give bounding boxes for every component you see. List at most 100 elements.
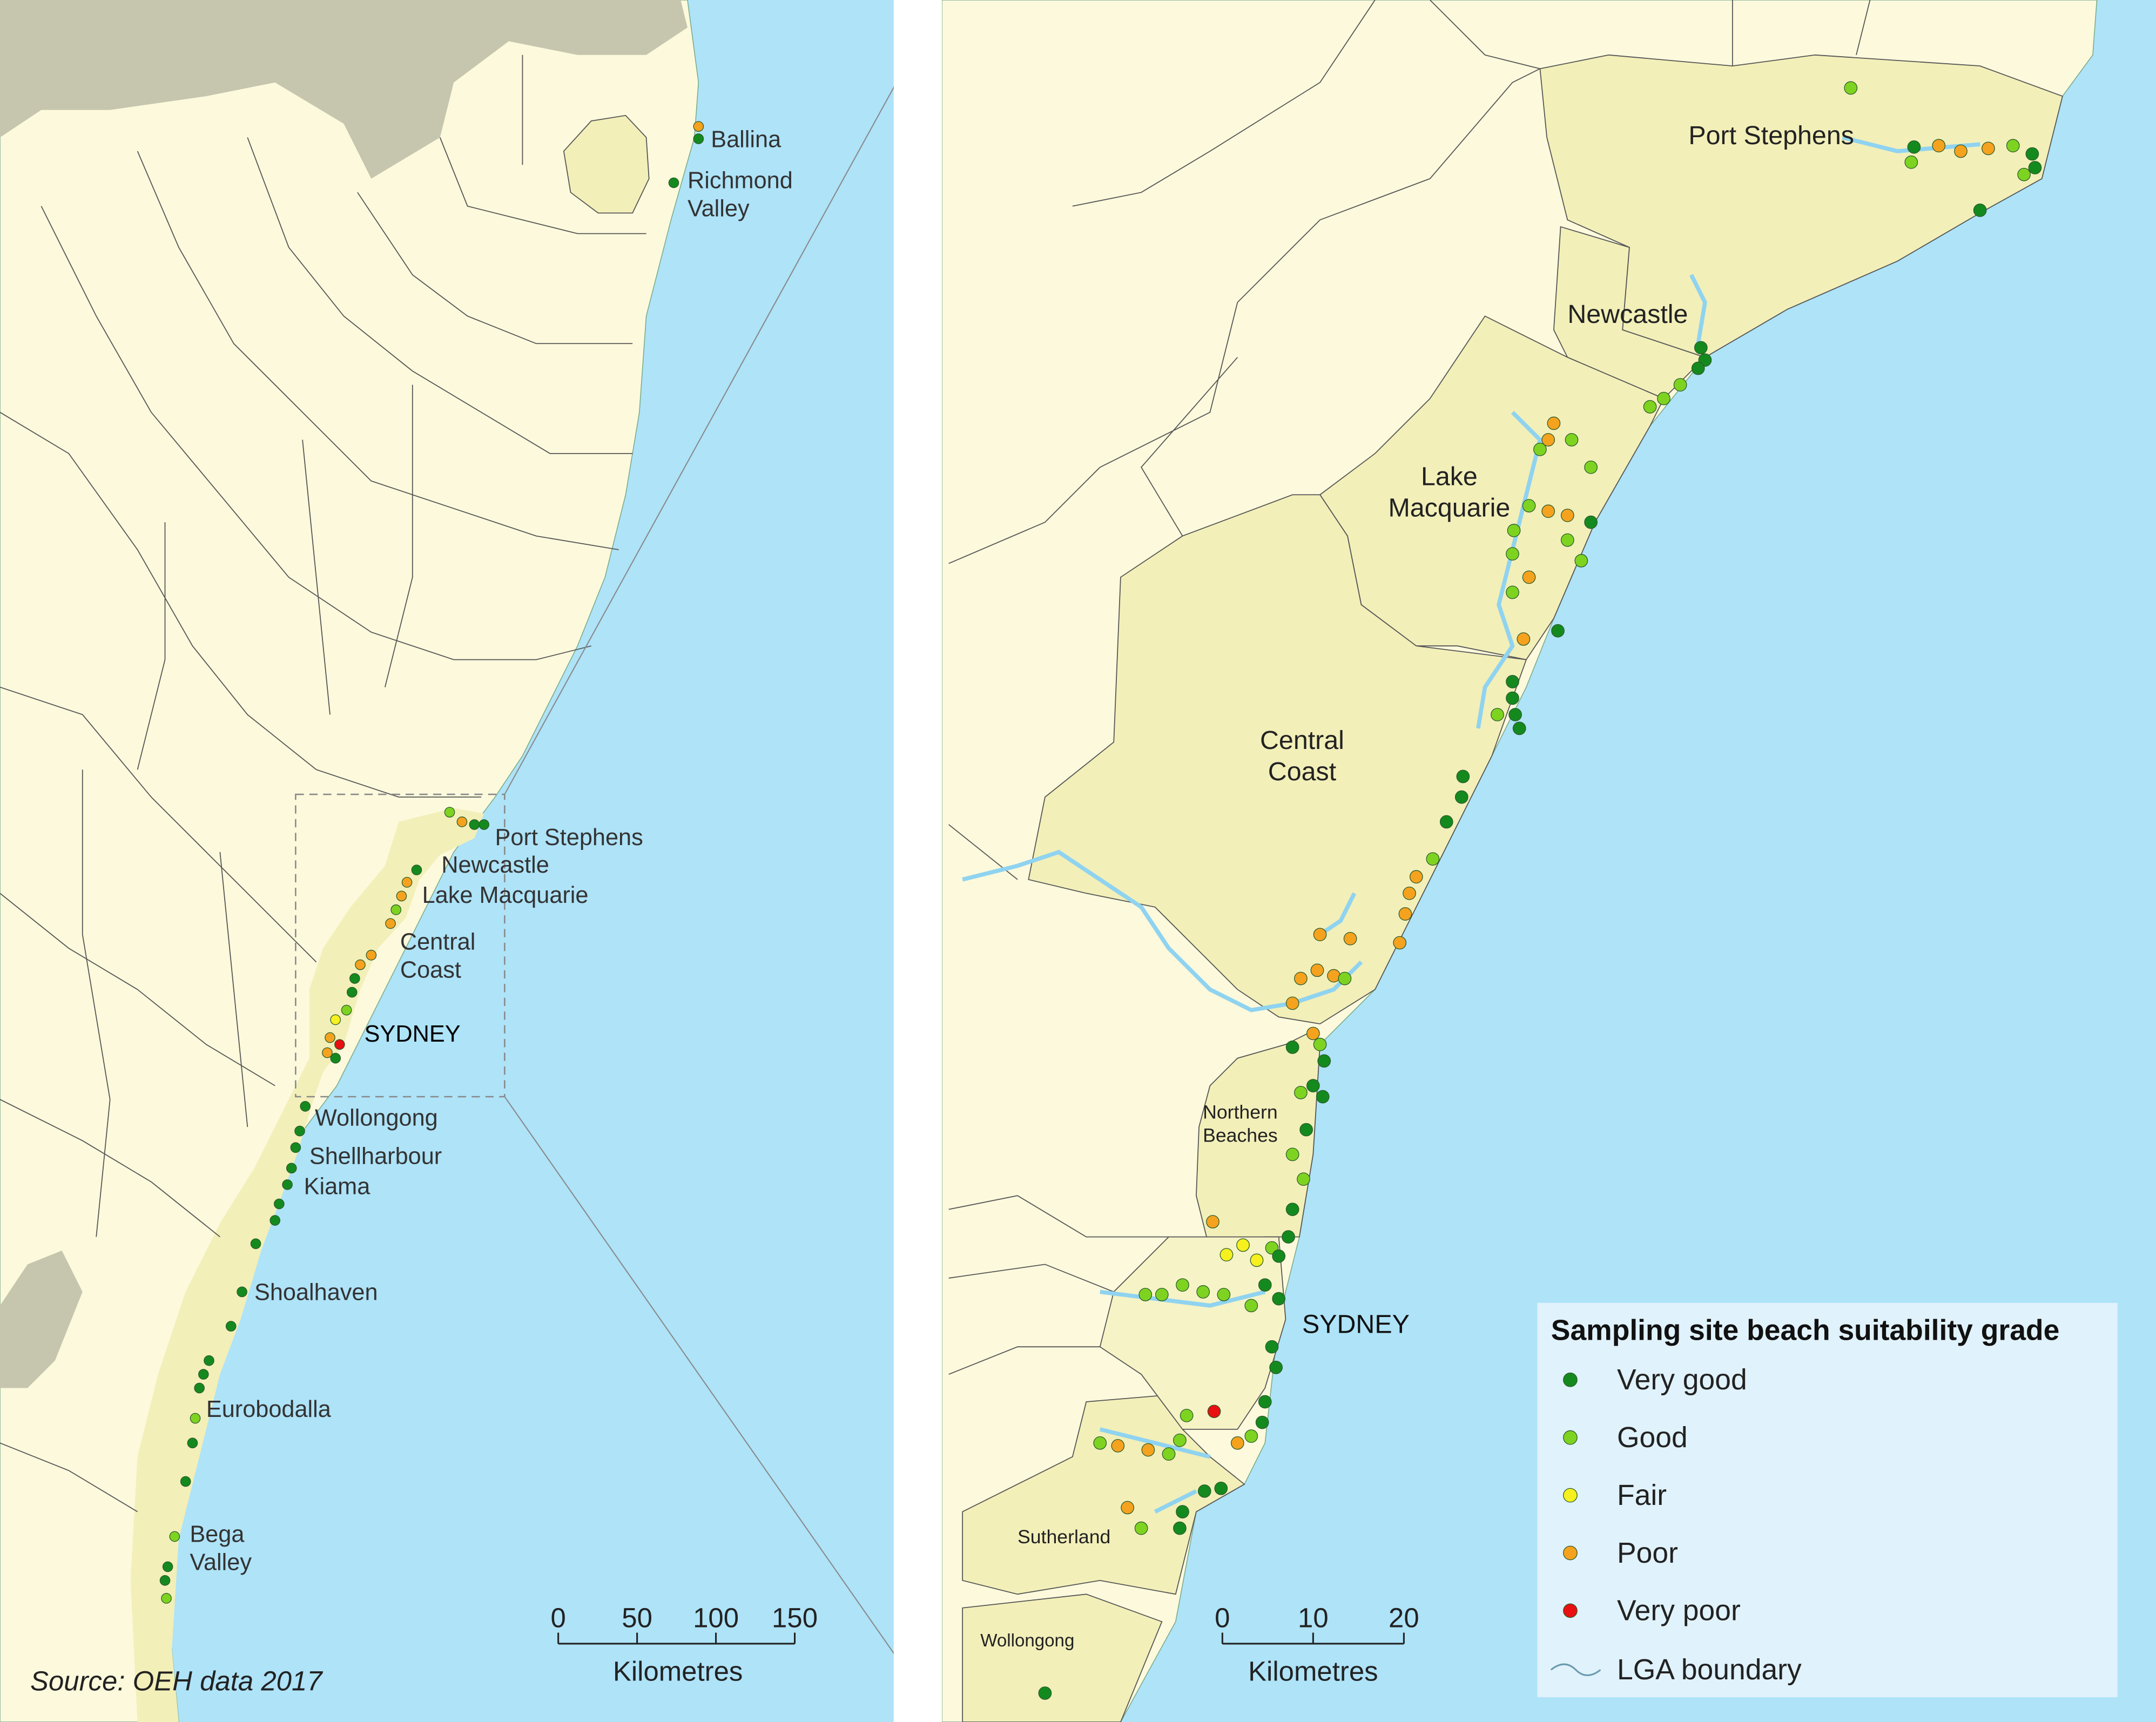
site-dot bbox=[1691, 361, 1705, 375]
site-dot bbox=[1533, 442, 1547, 456]
site-dot bbox=[1269, 1361, 1283, 1374]
site-dot bbox=[1306, 1079, 1320, 1092]
legend-label: Very poor bbox=[1617, 1595, 1741, 1627]
site-dot bbox=[1904, 155, 1918, 169]
place-label: Lake Macquarie bbox=[1388, 462, 1510, 522]
site-dot bbox=[1207, 1404, 1221, 1419]
site-dot bbox=[1173, 1433, 1187, 1447]
site-dot bbox=[1255, 1415, 1269, 1429]
site-dot bbox=[159, 1575, 171, 1586]
site-dot bbox=[274, 1198, 285, 1210]
label-line: Shellharbour bbox=[309, 1144, 442, 1170]
site-dot bbox=[1507, 524, 1521, 537]
site-dot bbox=[1285, 1147, 1299, 1161]
site-dot bbox=[1547, 416, 1561, 430]
place-label: Lake Macquarie bbox=[422, 882, 589, 908]
site-dot bbox=[1038, 1686, 1052, 1700]
place-label: Port Stephens bbox=[495, 825, 643, 850]
legend-label: Fair bbox=[1617, 1480, 1667, 1511]
label-line: SYDNEY bbox=[365, 1021, 461, 1047]
site-dot bbox=[1313, 1037, 1327, 1051]
site-dot bbox=[162, 1561, 173, 1572]
label-line: Coast bbox=[1268, 757, 1337, 786]
site-dot bbox=[1230, 1436, 1244, 1450]
site-dot bbox=[1560, 509, 1574, 522]
label-line: Eurobodalla bbox=[206, 1396, 332, 1422]
site-dot bbox=[225, 1321, 237, 1332]
site-dot bbox=[1522, 570, 1536, 584]
site-dot bbox=[1551, 624, 1565, 638]
label-line: Valley bbox=[190, 1550, 252, 1576]
site-dot bbox=[1176, 1505, 1189, 1518]
site-dot bbox=[1197, 1484, 1211, 1498]
site-dot bbox=[1299, 1123, 1313, 1137]
site-dot bbox=[1403, 886, 1416, 900]
site-dot bbox=[1093, 1436, 1107, 1450]
coastal-lgas bbox=[130, 808, 484, 1722]
site-dot bbox=[1522, 499, 1536, 512]
site-dot bbox=[1220, 1248, 1234, 1262]
site-dot bbox=[401, 877, 413, 888]
legend-items: Very good Good Fair Poor Very poor bbox=[1563, 1364, 1747, 1627]
scale-bar: 0 10 20 Kilometres bbox=[1215, 1602, 1419, 1686]
site-dot bbox=[479, 819, 489, 830]
site-dot bbox=[1244, 1429, 1258, 1443]
legend-box bbox=[1537, 1302, 2118, 1698]
site-dot bbox=[1694, 341, 1708, 355]
site-dot bbox=[237, 1286, 247, 1298]
site-dot bbox=[1316, 1090, 1330, 1104]
site-dot bbox=[1214, 1481, 1228, 1495]
neighbouring-state bbox=[0, 0, 688, 179]
place-label: Ballina bbox=[711, 126, 781, 152]
place-label: Shoalhaven bbox=[254, 1280, 378, 1306]
label-line: Newcastle bbox=[441, 852, 549, 878]
label-line: Ballina bbox=[711, 126, 781, 152]
site-dot bbox=[250, 1238, 261, 1250]
legend-label: Good bbox=[1617, 1422, 1688, 1454]
site-dot bbox=[1250, 1253, 1264, 1267]
site-dot bbox=[1343, 931, 1357, 946]
site-dot bbox=[1393, 936, 1407, 950]
site-dot bbox=[290, 1142, 301, 1153]
legend-boundary-symbol bbox=[1550, 1663, 1601, 1676]
scale-tick-label: 150 bbox=[772, 1602, 818, 1633]
site-dot bbox=[1217, 1288, 1231, 1301]
place-label: SYDNEY bbox=[365, 1021, 461, 1047]
site-dot bbox=[1285, 1041, 1299, 1054]
site-dot bbox=[2025, 147, 2039, 161]
place-label: SYDNEY bbox=[1302, 1310, 1410, 1339]
site-dot bbox=[194, 1382, 205, 1394]
site-dot bbox=[1338, 971, 1352, 985]
site-dot bbox=[1508, 708, 1522, 721]
site-dot bbox=[330, 1052, 341, 1064]
lga-boundary bbox=[0, 55, 646, 1512]
scale-tick-label: 20 bbox=[1389, 1602, 1419, 1633]
site-dot bbox=[322, 1047, 333, 1058]
site-dot bbox=[693, 133, 704, 144]
site-dot bbox=[1560, 533, 1574, 547]
label-line: Macquarie bbox=[1388, 493, 1510, 522]
site-dot bbox=[325, 1032, 335, 1043]
lga-sutherland bbox=[962, 1394, 1245, 1595]
scale-tick-label: 0 bbox=[1215, 1602, 1230, 1633]
site-dot bbox=[1196, 1285, 1210, 1299]
site-dot bbox=[1565, 433, 1579, 447]
site-dot bbox=[1180, 1409, 1194, 1422]
site-dot bbox=[1327, 969, 1340, 983]
site-dot bbox=[1162, 1447, 1176, 1461]
site-dot bbox=[1982, 141, 1995, 156]
scale-bar: 0 50 100 150 Kilometres bbox=[550, 1602, 818, 1686]
site-dot bbox=[1584, 515, 1598, 529]
site-dot bbox=[1844, 81, 1858, 95]
site-dot bbox=[1541, 504, 1555, 518]
site-dot bbox=[341, 1004, 352, 1016]
site-dot bbox=[1306, 1027, 1320, 1041]
site-dot bbox=[1517, 632, 1531, 646]
place-label: Newcastle bbox=[1567, 300, 1688, 329]
lga-boundary bbox=[948, 0, 1871, 1375]
site-dot bbox=[1176, 1278, 1189, 1292]
site-dot bbox=[1954, 144, 1968, 158]
site-dot bbox=[1294, 1086, 1308, 1099]
site-dot bbox=[349, 973, 360, 984]
